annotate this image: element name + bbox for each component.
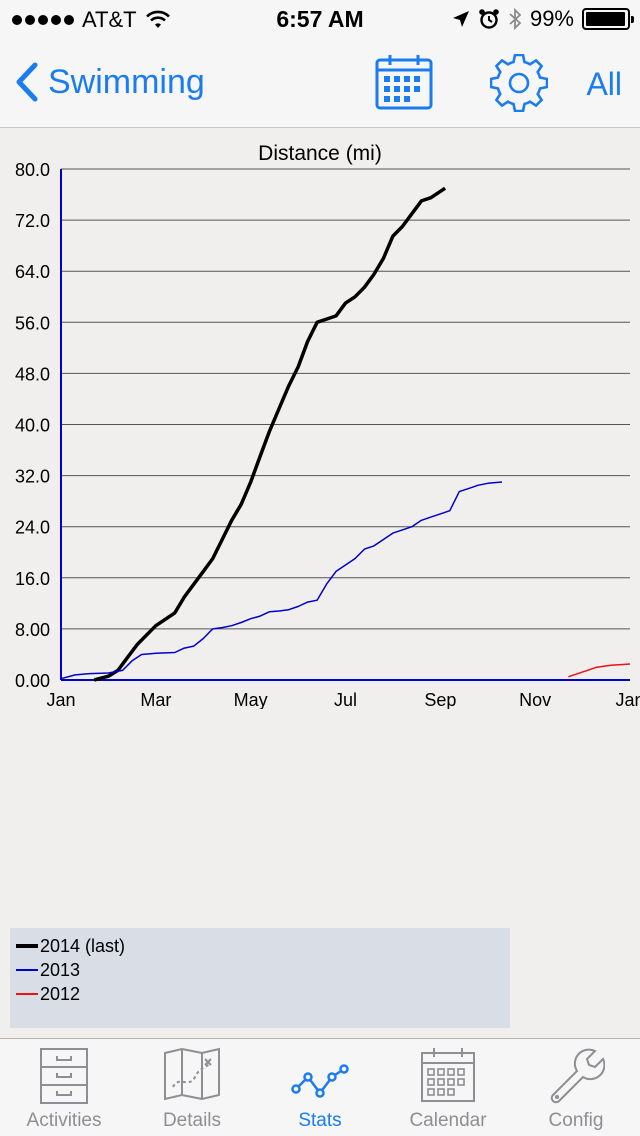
x-tick-label: Jan xyxy=(46,690,75,709)
gear-icon[interactable] xyxy=(490,54,548,112)
status-right: 99% xyxy=(452,6,634,32)
calendar-icon xyxy=(421,1048,475,1102)
map-icon xyxy=(164,1047,220,1101)
legend-label: 2013 xyxy=(40,959,81,980)
chevron-left-icon xyxy=(16,62,38,102)
series-line-2013 xyxy=(60,481,503,680)
status-left: AT&T xyxy=(12,7,171,33)
tab-activities[interactable]: Activities xyxy=(0,1039,128,1136)
navigation-bar: Swimming All xyxy=(0,40,640,128)
calendar-icon[interactable] xyxy=(375,54,433,110)
y-tick-label: 0.00 xyxy=(15,671,50,691)
file-cabinet-icon xyxy=(40,1048,88,1104)
wrench-icon xyxy=(550,1048,605,1104)
distance-chart: Distance (mi) 0.00 8.00 16.0 24.0 32.0 40.0 48… xyxy=(0,129,640,709)
y-tick-label: 80.0 xyxy=(15,160,50,180)
chart-legend: 2014 (last) 2013 2012 xyxy=(10,928,510,1028)
distance-chart-plot: 0.00 8.00 16.0 24.0 32.0 40.0 48.0 56.0 64.0 72.0… xyxy=(15,160,640,709)
tab-config[interactable]: Config xyxy=(512,1039,640,1136)
tab-details-label: Details xyxy=(162,1110,222,1131)
legend-item: 2012 xyxy=(16,982,510,1006)
tab-config-label: Config xyxy=(548,1110,604,1131)
tab-bar: Activities Details Stats xyxy=(0,1038,640,1136)
battery-percent: 99% xyxy=(529,6,574,31)
all-button[interactable]: All xyxy=(586,66,622,102)
bluetooth-icon xyxy=(509,8,522,30)
y-tick-label: 64.0 xyxy=(15,262,50,282)
legend-label: 2014 (last) xyxy=(40,935,126,956)
signal-strength-icon xyxy=(12,15,74,25)
legend-swatch xyxy=(16,969,38,971)
y-tick-label: 8.00 xyxy=(15,620,50,640)
legend-item: 2013 xyxy=(16,958,510,982)
x-tick-label: Sep xyxy=(424,690,456,709)
y-tick-label: 56.0 xyxy=(15,313,50,333)
y-tick-label: 72.0 xyxy=(15,211,50,231)
x-tick-label: Jul xyxy=(334,690,357,709)
tab-activities-label: Activities xyxy=(26,1110,102,1131)
legend-label: 2012 xyxy=(40,983,81,1004)
legend-swatch xyxy=(16,944,38,948)
stats-line-icon xyxy=(291,1064,349,1098)
series-line-2014-last- xyxy=(93,186,447,682)
x-tick-label: Mar xyxy=(140,690,171,709)
tab-calendar[interactable]: Calendar xyxy=(384,1039,512,1136)
legend-swatch xyxy=(16,993,38,995)
chart-title: Distance (mi) xyxy=(258,142,382,165)
y-tick-label: 48.0 xyxy=(15,364,50,384)
tab-details[interactable]: Details xyxy=(128,1039,256,1136)
y-tick-label: 16.0 xyxy=(15,569,50,589)
y-tick-label: 32.0 xyxy=(15,467,50,487)
x-tick-label: Jan xyxy=(615,690,640,709)
location-arrow-icon xyxy=(452,11,469,27)
legend-item: 2014 (last) xyxy=(16,934,510,958)
y-tick-label: 40.0 xyxy=(15,416,50,436)
back-button[interactable]: Swimming xyxy=(14,62,205,102)
carrier-label: AT&T xyxy=(82,7,137,32)
tab-stats-label: Stats xyxy=(298,1110,342,1131)
tab-calendar-label: Calendar xyxy=(409,1110,487,1131)
wifi-icon xyxy=(145,10,170,28)
back-button-label: Swimming xyxy=(48,62,205,101)
status-bar: AT&T 6:57 AM 99% xyxy=(0,0,640,40)
battery-icon xyxy=(582,8,634,30)
x-tick-label: May xyxy=(234,690,268,709)
alarm-clock-icon xyxy=(479,9,499,29)
tab-stats[interactable]: Stats xyxy=(256,1039,384,1136)
status-time: 6:57 AM xyxy=(276,6,364,32)
y-tick-label: 24.0 xyxy=(15,518,50,538)
x-tick-label: Nov xyxy=(519,690,551,709)
series-line-2012 xyxy=(568,663,631,678)
